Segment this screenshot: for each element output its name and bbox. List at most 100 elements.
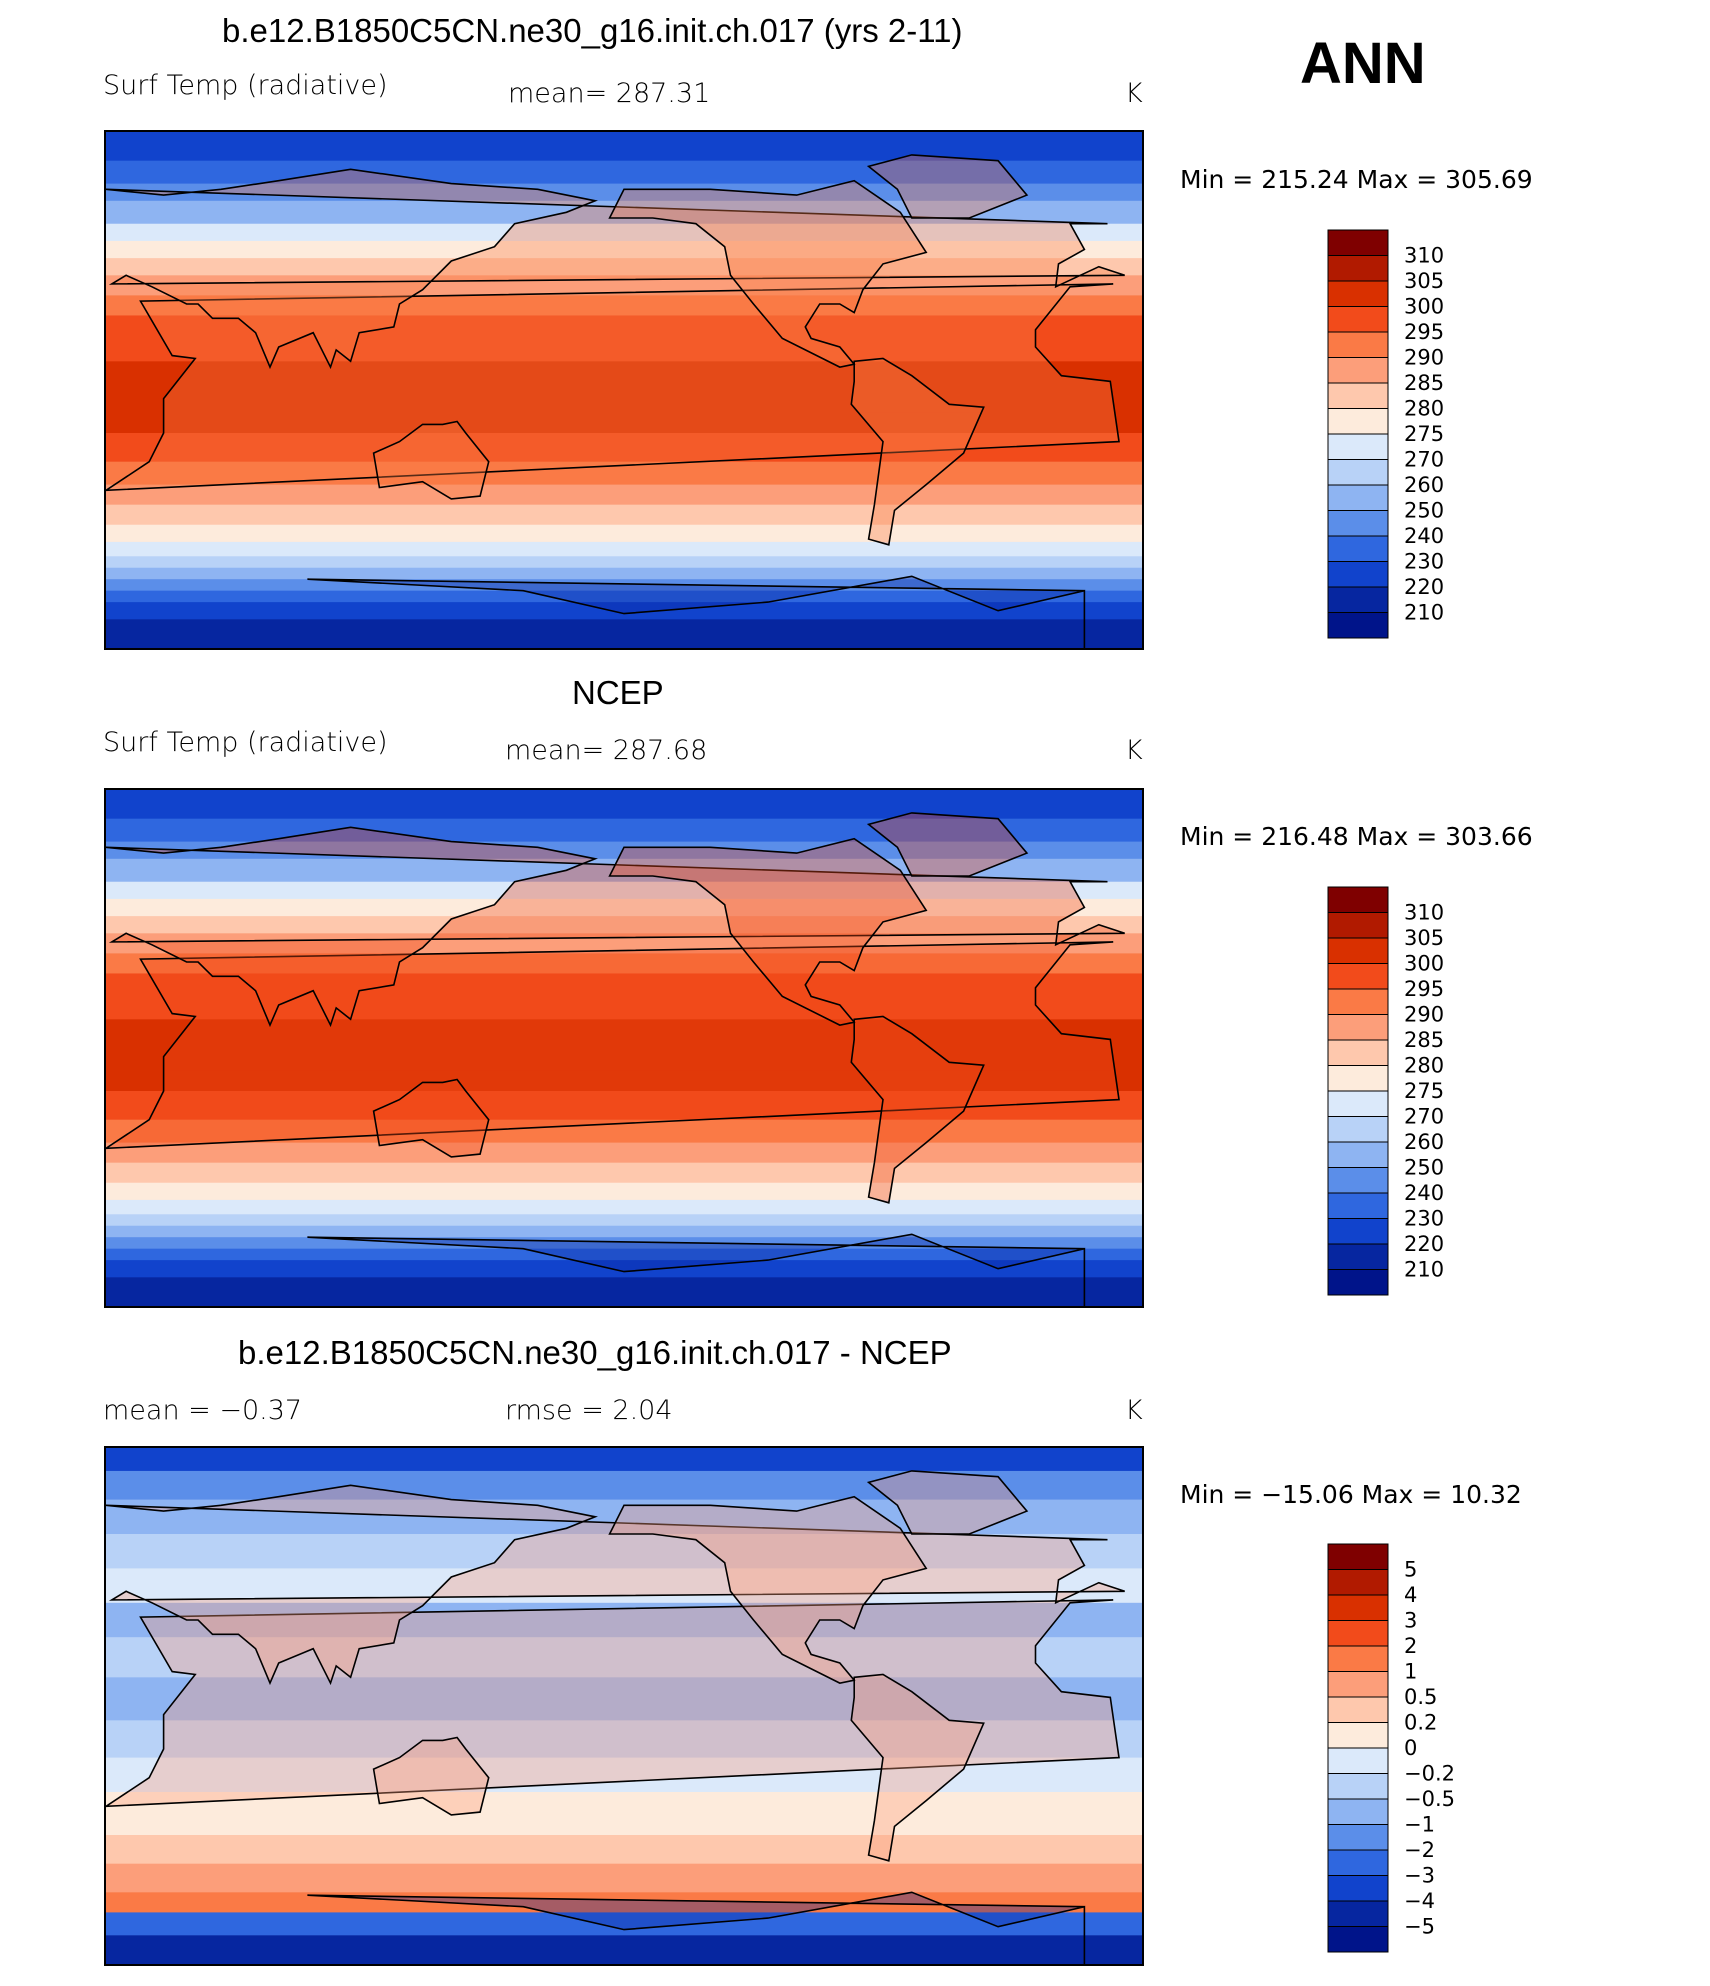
colorbar-tick-label: 3 [1404,1609,1417,1633]
panel2-title: NCEP [572,674,664,711]
colorbar-swatch [1327,1269,1389,1296]
colorbar-swatch [1327,1569,1389,1596]
colorbar-swatch [1327,1167,1389,1194]
colorbar-tick-label: −5 [1404,1915,1435,1939]
colorbar-tick-label: 220 [1404,1232,1444,1256]
colorbar-swatch [1327,1620,1389,1647]
colorbar-tick-label: 220 [1404,575,1444,599]
panel2-mean: mean= 287.68 [505,735,708,766]
colorbar-swatch [1327,1014,1389,1041]
colorbar-tick-label: 295 [1404,977,1444,1001]
colorbar-swatch [1327,1039,1389,1066]
colorbar-swatch [1327,1671,1389,1698]
colorbar-tick-label: 290 [1404,346,1444,370]
colorbar-tick-label: 290 [1404,1003,1444,1027]
colorbar-tick-label: 285 [1404,371,1444,395]
colorbar-tick-label: 275 [1404,1079,1444,1103]
colorbar-swatch [1327,1141,1389,1168]
colorbar-tick-label: −4 [1404,1889,1435,1913]
colorbar-tick-label: 280 [1404,1054,1444,1078]
colorbar-swatch [1327,1696,1389,1723]
colorbar-tick-label: 0 [1404,1736,1417,1760]
panel1-minmax: Min = 215.24 Max = 305.69 [1180,165,1533,194]
colorbar-swatch [1327,1116,1389,1143]
panel3-map [104,1446,1144,1966]
colorbar-tick-label: 295 [1404,320,1444,344]
colorbar-tick-label: 310 [1404,244,1444,268]
colorbar-swatch [1327,1773,1389,1800]
colorbar-tick-label: 250 [1404,499,1444,523]
colorbar-tick-label: 300 [1404,952,1444,976]
colorbar-swatch [1327,510,1389,537]
colorbar-swatch [1327,255,1389,282]
colorbar-swatch [1327,1747,1389,1774]
colorbar-swatch [1327,331,1389,358]
panel1-units: K [1125,78,1143,109]
colorbar-swatch [1327,1543,1389,1570]
colorbar-swatch [1327,280,1389,307]
colorbar-swatch [1327,963,1389,990]
colorbar-tick-label: −2 [1404,1838,1435,1862]
colorbar-swatch [1327,1192,1389,1219]
colorbar-swatch [1327,1594,1389,1621]
colorbar-tick-label: 230 [1404,1207,1444,1231]
panel3-title: b.e12.B1850C5CN.ne30_g16.init.ch.017 - N… [238,1334,952,1371]
colorbar-swatch [1327,1722,1389,1749]
colorbar-tick-label: 250 [1404,1156,1444,1180]
colorbar-tick-label: 230 [1404,550,1444,574]
panel3-mean: mean = −0.37 [103,1395,303,1426]
colorbar-swatch [1327,1065,1389,1092]
colorbar-tick-label: 0.5 [1404,1685,1437,1709]
colorbar-tick-label: 270 [1404,1105,1444,1129]
colorbar-swatch [1327,382,1389,409]
panel3-minmax: Min = −15.06 Max = 10.32 [1180,1480,1522,1509]
panel3-rmse: rmse = 2.04 [505,1395,673,1426]
colorbar-tick-label: 5 [1404,1558,1417,1582]
colorbar-swatch [1327,459,1389,486]
colorbar-swatch [1327,886,1389,913]
colorbar-tick-label: 270 [1404,448,1444,472]
panel1-map [104,130,1144,650]
colorbar-tick-label: 275 [1404,422,1444,446]
panel3-units: K [1125,1395,1143,1426]
colorbar-tick-label: 260 [1404,473,1444,497]
colorbar-tick-label: 4 [1404,1583,1417,1607]
colorbar-swatch [1327,1218,1389,1245]
colorbar-swatch [1327,1926,1389,1953]
colorbar-tick-label: −1 [1404,1813,1435,1837]
colorbar-swatch [1327,1645,1389,1672]
colorbar-swatch [1327,988,1389,1015]
colorbar-swatch [1327,535,1389,562]
panel2-colorbar: 3103053002952902852802752702602502402302… [1327,886,1444,1296]
colorbar-swatch [1327,561,1389,588]
panel2-minmax: Min = 216.48 Max = 303.66 [1180,822,1533,851]
panel2-units: K [1125,735,1143,766]
colorbar-tick-label: 2 [1404,1634,1417,1658]
panel1-colorbar: 3103053002952902852802752702602502402302… [1327,229,1444,639]
panel1-variable: Surf Temp (radiative) [103,70,388,101]
colorbar-tick-label: 240 [1404,1181,1444,1205]
colorbar-swatch [1327,612,1389,639]
colorbar-swatch [1327,586,1389,613]
colorbar-tick-label: 240 [1404,524,1444,548]
colorbar-tick-label: −0.5 [1404,1787,1455,1811]
colorbar-tick-label: −3 [1404,1864,1435,1888]
colorbar-swatch [1327,1900,1389,1927]
colorbar-swatch [1327,937,1389,964]
colorbar-tick-label: 1 [1404,1660,1417,1684]
colorbar-swatch [1327,433,1389,460]
colorbar-swatch [1327,912,1389,939]
colorbar-swatch [1327,1243,1389,1270]
colorbar-tick-label: 305 [1404,926,1444,950]
colorbar-tick-label: 300 [1404,295,1444,319]
colorbar-tick-label: 0.2 [1404,1711,1437,1735]
colorbar-swatch [1327,306,1389,333]
colorbar-tick-label: 285 [1404,1028,1444,1052]
panel2-map [104,788,1144,1308]
colorbar-swatch [1327,1798,1389,1825]
colorbar-swatch [1327,1824,1389,1851]
panel1-mean: mean= 287.31 [508,78,711,109]
colorbar-swatch [1327,229,1389,256]
season-label: ANN [1300,31,1426,96]
